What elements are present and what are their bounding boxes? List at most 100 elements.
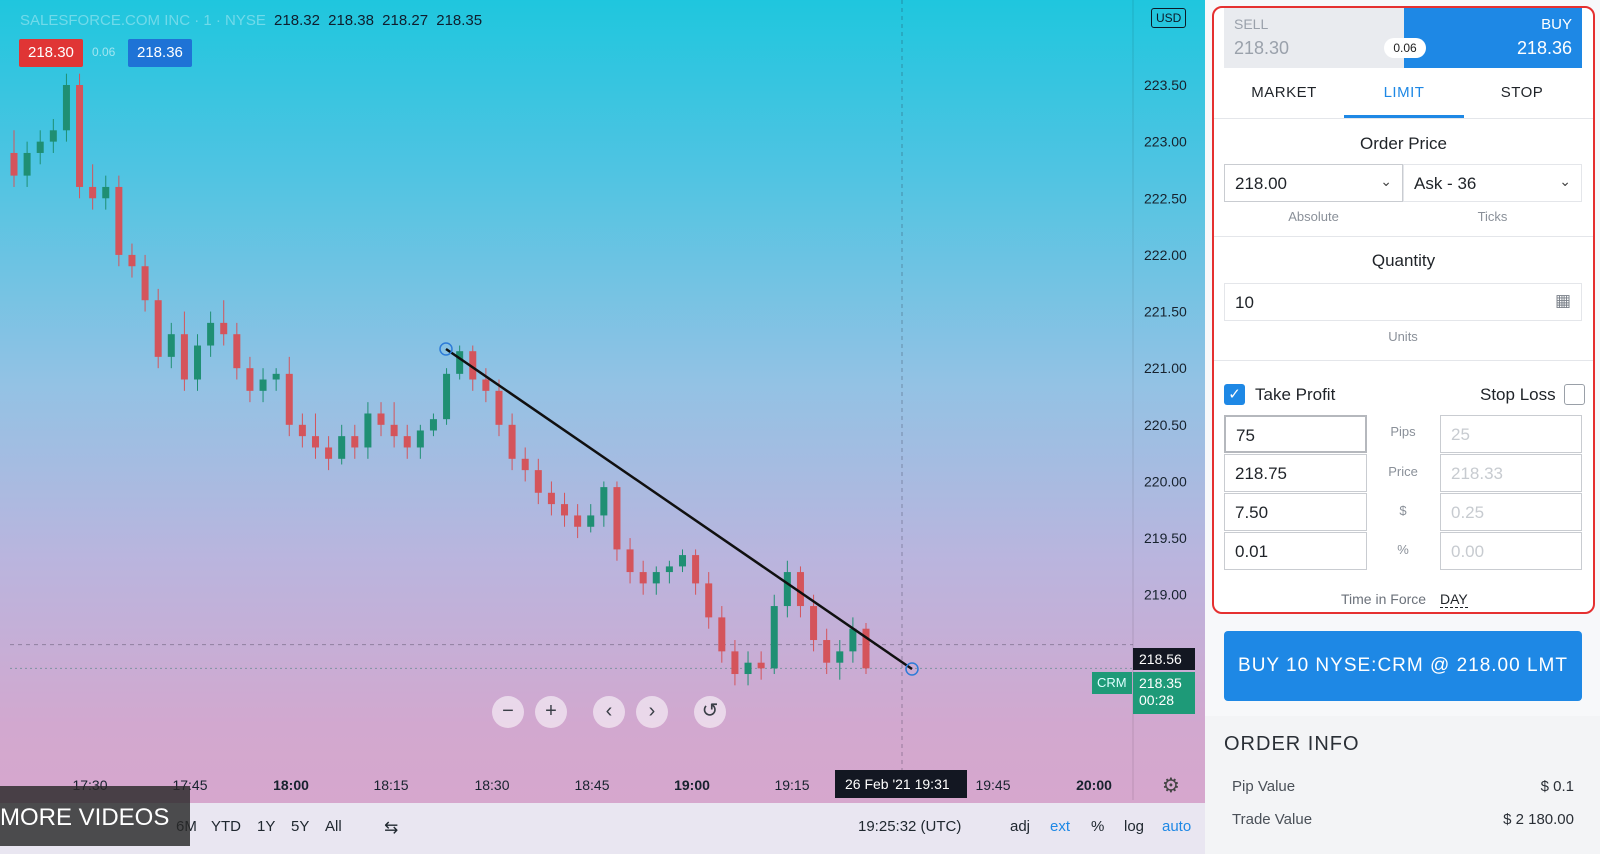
candle-body: [49, 130, 57, 142]
time-in-force-select[interactable]: DAY: [1440, 591, 1468, 608]
candle-body: [338, 436, 346, 459]
trend-line-handle: [905, 662, 919, 676]
candle-body: [76, 85, 84, 187]
candle-body: [849, 628, 857, 652]
quantity-field[interactable]: 10 ▦: [1224, 283, 1582, 321]
candle-body: [547, 492, 555, 505]
tp-percent-input[interactable]: 0.01: [1224, 532, 1367, 570]
chevron-down-icon[interactable]: ⌄: [1380, 173, 1392, 189]
auto-toggle[interactable]: auto: [1162, 818, 1192, 835]
candle-body: [102, 186, 110, 199]
bid-quote-button[interactable]: 218.30: [19, 39, 83, 67]
ohlc-high: 218.38: [328, 12, 374, 29]
candle-body: [810, 606, 818, 641]
candle-body: [574, 515, 582, 527]
candle-body: [115, 186, 123, 255]
buy-side-button[interactable]: BUY 218.36: [1404, 8, 1582, 68]
order-info-panel: [1205, 716, 1600, 854]
percent-toggle[interactable]: %: [1091, 818, 1105, 835]
log-toggle[interactable]: log: [1124, 818, 1145, 835]
sl-amount-input[interactable]: 0.25: [1440, 493, 1582, 531]
candle-body: [154, 300, 162, 357]
candle-body: [325, 447, 333, 459]
range-1y-button[interactable]: 1Y: [257, 818, 276, 835]
candle-body: [36, 141, 44, 153]
range-5y-button[interactable]: 5Y: [291, 818, 310, 835]
take-profit-checkbox[interactable]: ✓: [1224, 384, 1245, 405]
candle-body: [665, 566, 673, 573]
pips-label: Pips: [1390, 424, 1416, 439]
range-ytd-button[interactable]: YTD: [211, 818, 241, 835]
last-price-label: 218.35 00:28: [1133, 672, 1195, 714]
price-chart[interactable]: 223.50 223.00 222.50 222.00 221.50 221.00 220.…: [0, 0, 1205, 854]
tp-price-input[interactable]: 218.75: [1224, 454, 1367, 492]
ticks-field[interactable]: Ask - 36 ⌄: [1403, 164, 1582, 202]
calculator-icon[interactable]: ▦: [1554, 291, 1571, 310]
submit-order-button[interactable]: BUY 10 NYSE:CRM @ 218.00 LMT: [1224, 631, 1582, 701]
adj-toggle[interactable]: adj: [1010, 818, 1031, 835]
candle-body: [443, 373, 451, 420]
candle-body: [128, 254, 136, 267]
candle-body: [180, 334, 188, 380]
zoom-in-button[interactable]: +: [535, 696, 567, 728]
zoom-out-button[interactable]: −: [492, 696, 524, 728]
trend-line-handle: [439, 342, 453, 356]
tp-pips-input[interactable]: 75: [1224, 415, 1367, 453]
stop-loss-label: Stop Loss: [1480, 385, 1556, 404]
sell-price: 218.30: [1234, 38, 1290, 58]
order-price-field[interactable]: 218.00 ⌄: [1224, 164, 1403, 202]
candle-body: [521, 458, 529, 471]
quantity-value: 10: [1235, 293, 1254, 312]
candle-body: [364, 413, 372, 448]
date-range-icon[interactable]: ⇆: [384, 818, 399, 837]
time-axis-label: 20:00: [1076, 777, 1112, 793]
candle-body: [390, 424, 398, 437]
tab-market[interactable]: MARKET: [1251, 84, 1317, 101]
tp-amount-input[interactable]: 7.50: [1224, 493, 1367, 531]
pip-value: $ 0.1: [1540, 778, 1574, 795]
candle-body: [705, 583, 713, 618]
chart-pane[interactable]: 223.50 223.00 222.50 222.00 221.50 221.00 220.…: [0, 0, 1205, 854]
ohlc-close: 218.35: [436, 12, 483, 29]
price-axis-label: 221.50: [1144, 304, 1187, 320]
spread-value: 0.06: [92, 45, 116, 59]
stop-loss-checkbox[interactable]: [1564, 384, 1585, 405]
currency-badge[interactable]: USD: [1151, 8, 1187, 28]
candle-body: [482, 379, 490, 391]
candle-body: [678, 555, 686, 567]
candle-body: [233, 334, 241, 369]
tab-stop[interactable]: STOP: [1500, 84, 1544, 101]
candle-body: [220, 322, 228, 335]
candle-body: [508, 424, 516, 459]
divider: [1214, 360, 1593, 361]
candle-body: [403, 436, 411, 448]
sl-price-input[interactable]: 218.33: [1440, 454, 1582, 492]
reset-chart-button[interactable]: ↺: [694, 696, 726, 728]
more-videos-overlay[interactable]: MORE VIDEOS: [0, 786, 190, 846]
ext-toggle[interactable]: ext: [1050, 818, 1071, 835]
scroll-left-button[interactable]: ‹: [593, 696, 625, 728]
candle-body: [613, 487, 621, 550]
gear-icon[interactable]: ⚙: [1162, 775, 1180, 797]
scroll-right-button[interactable]: ›: [636, 696, 668, 728]
ohlc-open: 218.32: [274, 12, 320, 29]
candle-body: [207, 322, 215, 346]
candle-body: [796, 572, 804, 607]
divider: [1214, 236, 1593, 237]
utc-clock[interactable]: 19:25:32 (UTC): [858, 818, 962, 835]
candle-body: [836, 651, 844, 663]
sell-side-button[interactable]: SELL 218.30: [1224, 8, 1404, 68]
crosshair-time-label: 26 Feb '21 19:31: [835, 770, 967, 798]
candle-body: [731, 651, 739, 675]
candle-body: [469, 351, 477, 380]
candle-body: [141, 266, 149, 301]
tab-limit[interactable]: LIMIT: [1344, 84, 1464, 118]
ask-quote-button[interactable]: 218.36: [128, 39, 192, 67]
sl-pips-input[interactable]: 25: [1440, 415, 1582, 453]
candle-body: [639, 572, 647, 584]
price-axis-label: 222.50: [1144, 190, 1187, 206]
sl-percent-input[interactable]: 0.00: [1440, 532, 1582, 570]
range-all-button[interactable]: All: [325, 818, 342, 835]
chevron-down-icon[interactable]: ⌄: [1559, 173, 1571, 189]
pip-value-label: Pip Value: [1232, 778, 1296, 795]
